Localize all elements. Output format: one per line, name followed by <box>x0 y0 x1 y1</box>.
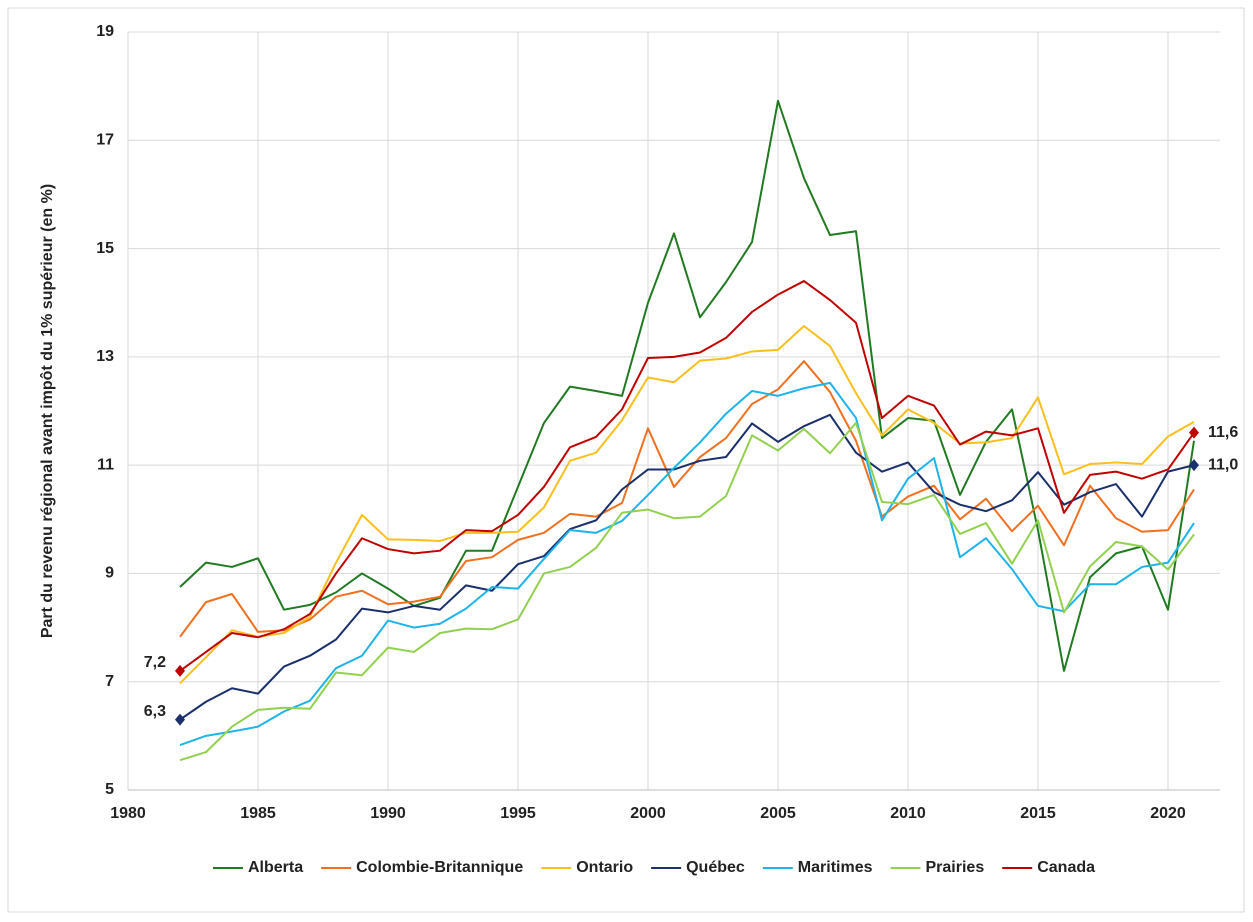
point-marker <box>175 713 185 726</box>
series-line <box>179 360 1195 638</box>
legend-label: Alberta <box>248 859 303 876</box>
series-line <box>179 381 1195 747</box>
y-tick-label: 5 <box>105 781 114 798</box>
point-marker <box>1189 459 1199 472</box>
data-label: 6,3 <box>144 703 166 720</box>
point-marker <box>1189 426 1199 439</box>
legend-label: Canada <box>1037 859 1095 876</box>
x-tick-label: 1995 <box>500 805 536 822</box>
series-line <box>179 280 1195 672</box>
x-tick-label: 2020 <box>1150 805 1186 822</box>
x-tick-label: 2005 <box>760 805 796 822</box>
x-tick-label: 2015 <box>1020 805 1056 822</box>
legend-label: Québec <box>686 859 745 876</box>
x-tick-label: 1990 <box>370 805 406 822</box>
legend-label: Prairies <box>926 859 985 876</box>
data-label: 7,2 <box>144 654 166 671</box>
series-line <box>179 421 1195 762</box>
x-tick-label: 1980 <box>110 805 146 822</box>
series-line <box>179 413 1195 721</box>
series-line <box>179 324 1195 685</box>
data-label: 11,6 <box>1208 424 1238 441</box>
x-tick-label: 2000 <box>630 805 666 822</box>
series-line <box>179 99 1195 672</box>
y-tick-label: 17 <box>96 132 114 149</box>
legend-label: Colombie-Britannique <box>356 859 523 876</box>
y-axis-title: Part du revenu régional avant impôt du 1… <box>39 184 56 638</box>
legend-label: Ontario <box>576 859 633 876</box>
y-tick-label: 13 <box>96 348 114 365</box>
y-tick-label: 15 <box>96 240 114 257</box>
x-tick-label: 1985 <box>240 805 276 822</box>
y-tick-label: 11 <box>97 456 114 473</box>
x-tick-label: 2010 <box>890 805 926 822</box>
legend-label: Maritimes <box>798 859 873 876</box>
data-label: 11,0 <box>1208 456 1238 473</box>
y-tick-label: 9 <box>105 565 114 582</box>
y-tick-label: 19 <box>96 23 114 40</box>
point-marker <box>175 664 185 677</box>
y-tick-label: 7 <box>105 673 114 690</box>
